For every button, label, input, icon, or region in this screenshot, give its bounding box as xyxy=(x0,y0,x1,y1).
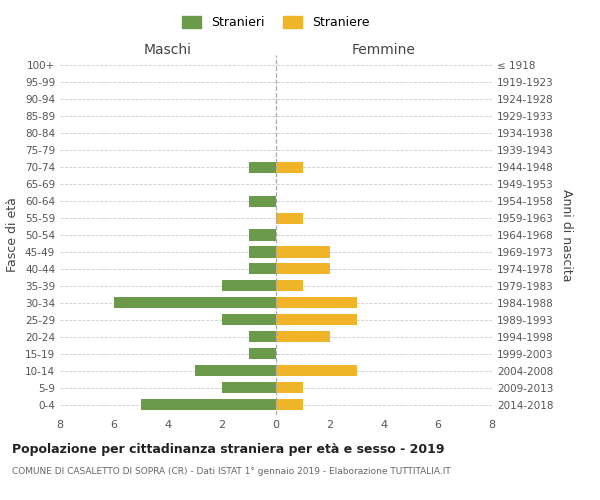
Bar xyxy=(276,246,330,258)
Legend: Stranieri, Straniere: Stranieri, Straniere xyxy=(178,11,374,34)
Text: COMUNE DI CASALETTO DI SOPRA (CR) - Dati ISTAT 1° gennaio 2019 - Elaborazione TU: COMUNE DI CASALETTO DI SOPRA (CR) - Dati… xyxy=(12,468,451,476)
Bar xyxy=(276,280,303,291)
Bar xyxy=(276,212,303,224)
Bar xyxy=(276,314,357,326)
Bar xyxy=(276,332,330,342)
Text: Femmine: Femmine xyxy=(352,42,416,56)
Bar xyxy=(249,332,276,342)
Bar xyxy=(141,400,276,410)
Text: Maschi: Maschi xyxy=(144,42,192,56)
Bar xyxy=(222,280,276,291)
Bar xyxy=(114,298,276,308)
Y-axis label: Anni di nascita: Anni di nascita xyxy=(560,188,573,281)
Y-axis label: Fasce di età: Fasce di età xyxy=(7,198,19,272)
Bar xyxy=(249,264,276,274)
Bar xyxy=(222,314,276,326)
Bar xyxy=(249,348,276,360)
Bar xyxy=(276,400,303,410)
Bar xyxy=(276,382,303,394)
Bar xyxy=(195,366,276,376)
Bar xyxy=(222,382,276,394)
Bar xyxy=(276,264,330,274)
Bar xyxy=(249,162,276,172)
Bar xyxy=(249,246,276,258)
Bar xyxy=(276,366,357,376)
Bar xyxy=(276,162,303,172)
Bar xyxy=(249,196,276,206)
Text: Popolazione per cittadinanza straniera per età e sesso - 2019: Popolazione per cittadinanza straniera p… xyxy=(12,442,445,456)
Bar xyxy=(276,298,357,308)
Bar xyxy=(249,230,276,240)
